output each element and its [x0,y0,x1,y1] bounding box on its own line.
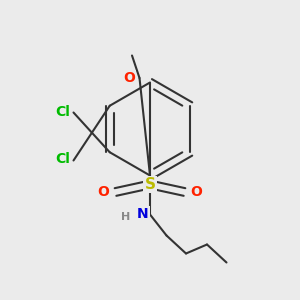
Text: H: H [121,212,130,223]
Text: O: O [190,185,202,199]
Text: O: O [98,185,110,199]
Text: N: N [137,208,148,221]
Text: Cl: Cl [56,106,70,119]
Text: O: O [123,71,135,85]
Text: Cl: Cl [56,152,70,166]
Text: S: S [145,177,155,192]
